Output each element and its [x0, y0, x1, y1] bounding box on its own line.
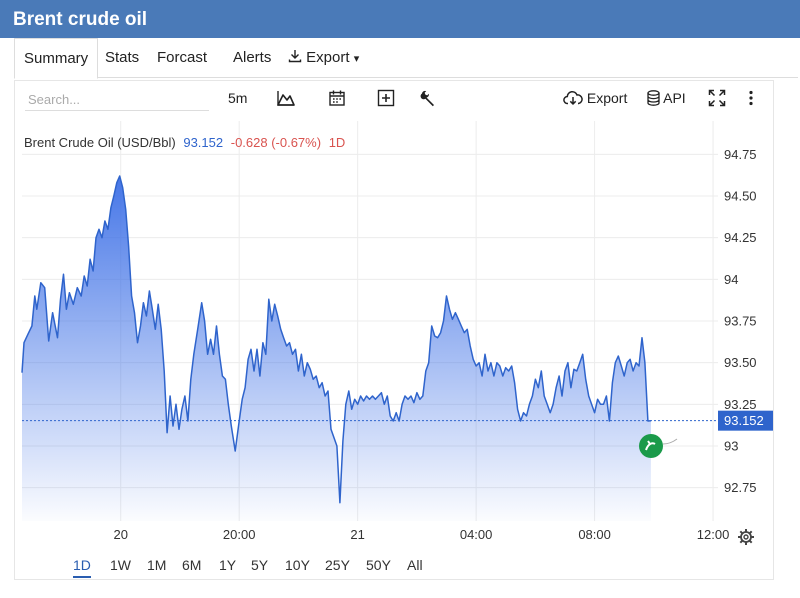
- last-price-tag-bg: [718, 410, 773, 431]
- price-chart[interactable]: 92.759393.2593.5093.759494.2594.5094.75 …: [15, 81, 773, 551]
- price-area: [22, 176, 651, 521]
- x-tick-label: 08:00: [578, 527, 611, 542]
- range-button-1m[interactable]: 1M: [147, 557, 167, 573]
- x-tick-label: 20: [113, 527, 127, 542]
- database-icon: [647, 90, 660, 106]
- price-line: [21, 175, 651, 504]
- fullscreen-icon: [708, 89, 726, 107]
- last-price-tag-text: 93.152: [724, 413, 764, 428]
- last-price-tag: 93.152: [718, 410, 773, 431]
- x-tick-label: 12:00: [697, 527, 730, 542]
- tab-alerts[interactable]: Alerts: [233, 38, 271, 78]
- legend-period: 1D: [329, 135, 346, 150]
- settings-button[interactable]: [738, 529, 754, 545]
- range-button-50y[interactable]: 50Y: [366, 557, 391, 573]
- y-tick-label: 93.75: [724, 314, 757, 329]
- tab-summary-label: Summary: [24, 50, 89, 67]
- x-tick-label: 04:00: [460, 527, 493, 542]
- watermark-logo: [639, 434, 678, 458]
- chart-legend: Brent Crude Oil (USD/Bbl) 93.152 -0.628 …: [24, 135, 345, 150]
- more-options-button[interactable]: [748, 87, 754, 109]
- fullscreen-button[interactable]: [708, 87, 726, 109]
- more-vertical-icon: [749, 90, 753, 106]
- y-tick-label: 92.75: [724, 480, 757, 495]
- calendar-icon: [329, 90, 345, 106]
- add-indicator-button[interactable]: [377, 87, 395, 109]
- download-icon: [288, 50, 302, 63]
- y-tick-label: 93: [724, 439, 738, 454]
- gear-icon: [738, 529, 754, 545]
- range-button-5y[interactable]: 5Y: [251, 557, 269, 573]
- y-tick-label: 93.25: [724, 397, 757, 412]
- chart-export-button[interactable]: Export: [563, 87, 627, 109]
- cloud-download-icon: [563, 91, 583, 106]
- drawing-tools-button[interactable]: [419, 87, 437, 109]
- api-button[interactable]: API: [647, 87, 686, 109]
- tab-alerts-label: Alerts: [233, 49, 272, 66]
- page-title: Brent crude oil: [0, 0, 800, 38]
- tab-stats[interactable]: Stats: [105, 38, 139, 78]
- chevron-down-icon: ▾: [353, 53, 360, 65]
- tab-forcast-label: Forcast: [157, 49, 208, 66]
- chart-toolbar: 5m: [15, 81, 773, 115]
- y-tick-label: 94.50: [724, 189, 757, 204]
- legend-name: Brent Crude Oil (USD/Bbl): [24, 135, 176, 150]
- range-button-10y[interactable]: 10Y: [285, 557, 310, 573]
- y-axis: 92.75 93 93.25 93.50 93.75 94 94.25 94.50 94.75: [724, 147, 757, 495]
- tab-export[interactable]: Export ▾: [288, 38, 359, 78]
- tab-forcast[interactable]: Forcast: [157, 38, 207, 78]
- legend-change: -0.628 (-0.67%): [231, 135, 321, 150]
- y-tick-label: 94.75: [724, 147, 757, 162]
- x-tick-label: 21: [350, 527, 364, 542]
- range-button-6m[interactable]: 6M: [182, 557, 202, 573]
- y-tick-label: 94.25: [724, 230, 757, 245]
- api-label: API: [663, 90, 686, 106]
- chart-export-label: Export: [586, 90, 628, 106]
- date-range-button[interactable]: [328, 87, 346, 109]
- range-button-all[interactable]: All: [407, 557, 423, 573]
- range-selector: 1D 1W 1M 6M 1Y 5Y 10Y 25Y 50Y All: [15, 549, 773, 579]
- x-tick-label: 20:00: [223, 527, 256, 542]
- wrench-icon: [420, 90, 434, 107]
- tab-bar: Summary Stats Forcast Alerts Export ▾: [14, 38, 798, 79]
- y-tick-label: 93.50: [724, 355, 757, 370]
- range-button-1w[interactable]: 1W: [110, 557, 131, 573]
- tab-export-label: Export: [306, 49, 350, 66]
- range-button-1d[interactable]: 1D: [73, 554, 91, 578]
- mountain-chart-icon: [277, 91, 295, 106]
- search-input[interactable]: [25, 88, 209, 111]
- x-axis: 20 20:00 21 04:00 08:00 12:00: [113, 527, 729, 542]
- tab-stats-label: Stats: [105, 49, 140, 66]
- legend-price: 93.152: [183, 135, 223, 150]
- plus-box-icon: [377, 89, 395, 107]
- tab-summary[interactable]: Summary: [14, 38, 99, 79]
- range-button-1y[interactable]: 1Y: [219, 557, 237, 573]
- range-button-25y[interactable]: 25Y: [325, 557, 350, 573]
- y-tick-label: 94: [724, 272, 738, 287]
- chart-panel: 5m: [14, 80, 774, 580]
- interval-selector[interactable]: 5m: [228, 90, 248, 106]
- chart-type-button[interactable]: [277, 87, 295, 109]
